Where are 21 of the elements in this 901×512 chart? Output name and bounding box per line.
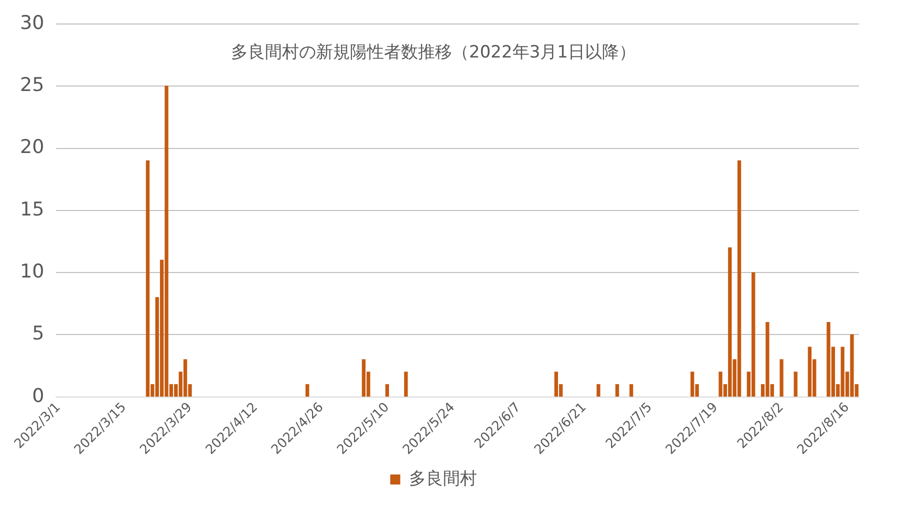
bar xyxy=(554,372,558,397)
bar xyxy=(808,346,812,397)
y-tick-label: 25 xyxy=(20,74,44,96)
text: 多良間村の新規陽性者数推移（2022年3月1日以降） xyxy=(231,42,636,62)
bar xyxy=(362,359,366,397)
bar xyxy=(737,160,742,397)
bar xyxy=(794,372,798,397)
y-tick-label: 5 xyxy=(32,322,44,345)
y-tick-label: 15 xyxy=(20,198,44,220)
y-tick-label: 0 xyxy=(32,384,44,407)
bar xyxy=(404,372,408,397)
y-tick-label: 30 xyxy=(20,12,44,34)
y-tick-label: 10 xyxy=(20,260,44,282)
bar xyxy=(306,384,310,397)
bar xyxy=(385,384,389,397)
legend-label: 多良間村 xyxy=(408,468,477,489)
bar xyxy=(629,384,634,397)
y-tick-label: 20 xyxy=(20,136,44,158)
bar xyxy=(596,384,600,397)
bar xyxy=(780,359,784,397)
bar xyxy=(615,384,620,397)
